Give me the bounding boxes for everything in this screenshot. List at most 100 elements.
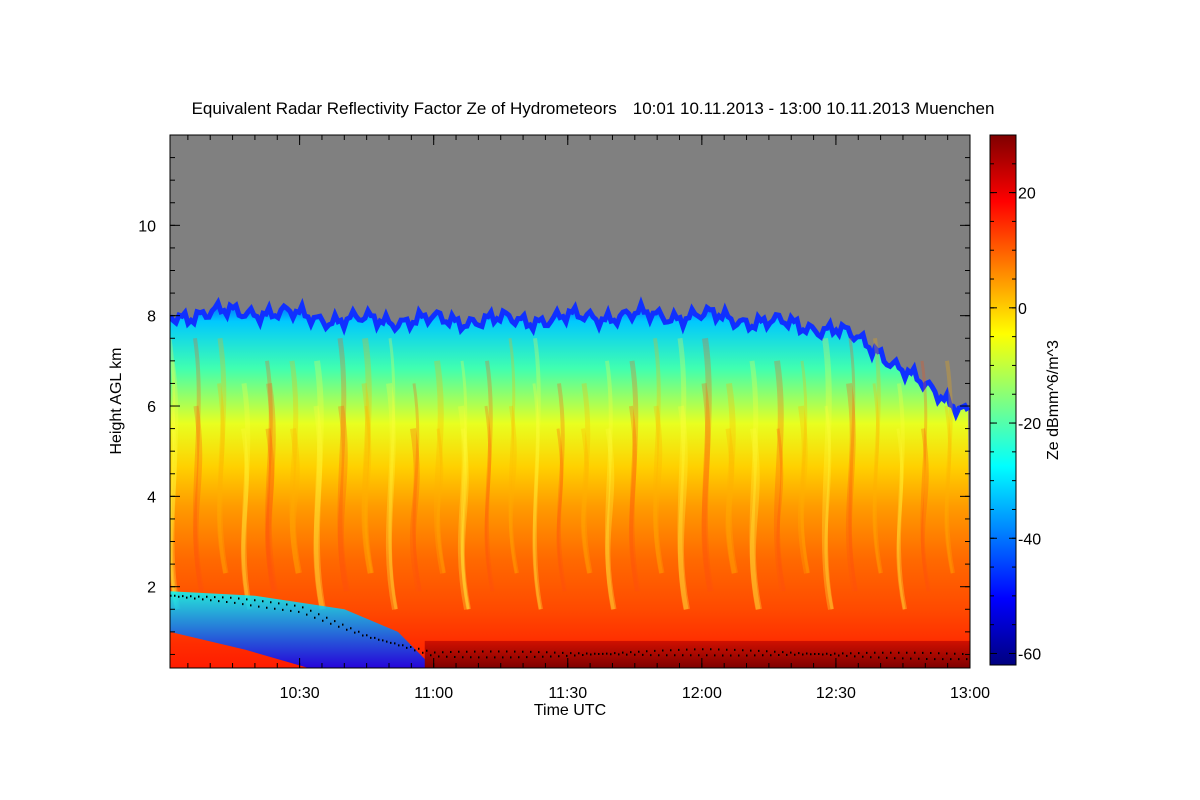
streak xyxy=(800,360,810,574)
streak xyxy=(896,383,907,610)
rain-band xyxy=(424,640,970,668)
x-tick-label: 11:30 xyxy=(548,685,587,702)
streak xyxy=(677,405,690,610)
streak xyxy=(773,360,786,592)
streak xyxy=(872,383,882,574)
streak xyxy=(361,337,374,574)
y-tick-label: 8 xyxy=(147,309,156,326)
streak xyxy=(508,405,519,574)
streak xyxy=(192,337,203,592)
plot-area xyxy=(170,135,970,668)
y-tick-label: 4 xyxy=(147,489,156,506)
x-tick-label: 13:00 xyxy=(950,685,990,702)
streak xyxy=(193,405,205,592)
streak xyxy=(824,405,834,610)
colorbar-tick-label: -60 xyxy=(1018,646,1041,663)
colorbar-tick-label: -40 xyxy=(1018,531,1041,548)
colorbar xyxy=(990,135,1016,665)
streak xyxy=(313,405,325,610)
streak xyxy=(701,383,713,592)
streak xyxy=(170,405,179,610)
streak xyxy=(264,360,275,592)
chart-title: Equivalent Radar Reflectivity Factor Ze … xyxy=(192,99,995,118)
streak xyxy=(217,337,229,574)
y-tick-label: 10 xyxy=(138,218,156,235)
x-axis-ticks: 10:30 11:00 11:30 12:00 12:30 13:00 xyxy=(187,135,990,702)
colorbar-tick-label: 0 xyxy=(1018,301,1027,318)
streak xyxy=(508,338,518,574)
colorbar-tick-label: 20 xyxy=(1018,186,1036,203)
streak xyxy=(749,428,762,610)
streak xyxy=(581,383,593,574)
streak xyxy=(677,337,689,610)
melting-layer-marks xyxy=(170,594,970,661)
streak xyxy=(628,405,639,592)
x-tick-label: 12:30 xyxy=(816,685,856,702)
streak xyxy=(241,383,253,610)
streak xyxy=(848,338,858,592)
echo-field xyxy=(170,302,970,668)
streak xyxy=(821,337,834,610)
streak xyxy=(920,428,931,592)
streak xyxy=(556,428,566,592)
x-tick-label: 12:00 xyxy=(682,685,722,702)
streak xyxy=(170,360,181,610)
streak xyxy=(556,383,567,592)
streak xyxy=(409,428,422,592)
streak xyxy=(629,360,641,592)
colorbar-frame xyxy=(989,134,1017,666)
streak xyxy=(460,428,471,610)
streak xyxy=(385,382,398,610)
streak xyxy=(532,337,543,610)
streak xyxy=(872,337,883,574)
streak xyxy=(388,338,398,610)
streak xyxy=(313,360,326,610)
streak xyxy=(265,428,277,592)
colorbar-ticks: 20 0 -20 -40 -60 xyxy=(990,134,1041,663)
title-main: Equivalent Radar Reflectivity Factor Ze … xyxy=(192,99,617,118)
streak xyxy=(797,405,810,574)
streak xyxy=(776,428,786,592)
y-tick-label: 6 xyxy=(147,399,156,416)
streak xyxy=(944,360,955,574)
streak xyxy=(749,360,761,610)
streak xyxy=(701,337,714,592)
streak xyxy=(605,428,617,610)
title-location: Muenchen xyxy=(915,99,994,118)
x-axis-label: Time UTC xyxy=(534,702,606,719)
streak xyxy=(433,360,446,574)
streak xyxy=(580,428,591,574)
streak xyxy=(484,360,495,592)
streak xyxy=(532,383,542,610)
streak xyxy=(337,405,350,592)
streak xyxy=(337,337,349,592)
streak xyxy=(216,383,227,574)
streak xyxy=(364,405,374,574)
streak xyxy=(845,382,858,592)
title-period: 10:01 10.11.2013 - 13:00 10.11.2013 xyxy=(633,99,910,118)
low-cloud-region xyxy=(170,591,434,668)
plot-frame xyxy=(169,134,971,669)
y-axis-ticks: 2 4 6 8 10 xyxy=(138,157,970,655)
colorbar-tick-label: -20 xyxy=(1018,416,1041,433)
streak xyxy=(436,428,446,574)
streak xyxy=(240,428,251,610)
echo-top-edge xyxy=(170,296,970,422)
streak xyxy=(920,360,930,592)
streak xyxy=(604,360,615,610)
colorbar-label: Ze dBmm^6/m^3 xyxy=(1045,340,1062,460)
streak xyxy=(653,405,665,574)
streak xyxy=(361,383,373,574)
streak xyxy=(725,428,737,574)
x-tick-label: 10:30 xyxy=(280,685,320,702)
streak xyxy=(412,383,422,592)
streak xyxy=(457,405,470,610)
streak xyxy=(652,337,663,574)
streak xyxy=(265,382,278,592)
y-tick-label: 2 xyxy=(147,580,156,597)
streak xyxy=(896,428,906,610)
streak xyxy=(460,360,470,610)
streak xyxy=(289,360,301,574)
y-axis-label: Height AGL km xyxy=(108,347,125,454)
